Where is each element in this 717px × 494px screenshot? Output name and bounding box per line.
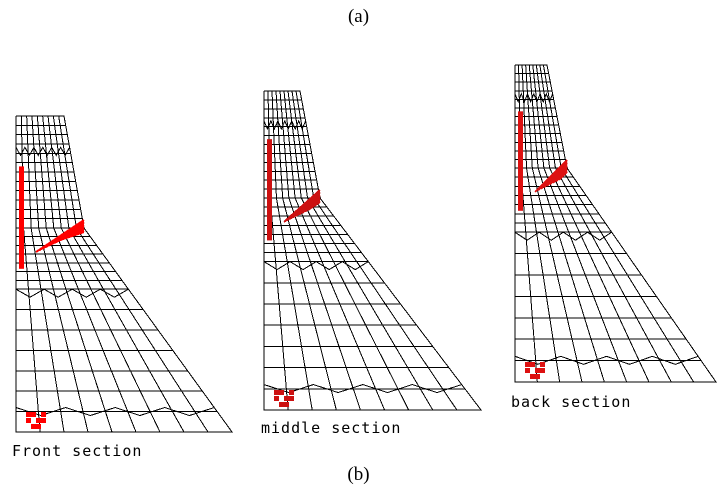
back-crack-line [552,168,568,184]
figure-label-a: (a) [347,6,370,27]
middle-mesh-col [279,90,361,411]
back-crack-cell [535,368,540,373]
front-transition-band [15,406,215,417]
front-section-caption: Front section [12,442,143,460]
middle-crack-cell [284,396,289,401]
back-section-caption: back section [511,393,632,411]
back-section-mesh [514,64,717,383]
front-crack-cell [26,418,31,423]
back-crack-line [543,163,568,189]
back-crack-line [555,169,568,183]
front-crack-line [59,231,85,241]
middle-mesh-col [283,90,386,411]
middle-crack-line [307,201,321,211]
middle-mesh-col [295,90,458,411]
middle-mesh-col [271,90,313,411]
back-crack-band [518,111,523,211]
back-crack-cell [530,374,535,379]
middle-crack-band [267,139,272,241]
back-crack-cell [525,368,530,373]
front-mesh-col [36,115,113,433]
middle-outline [263,90,483,411]
figure-label-b: (b) [347,464,370,485]
back-crack-cell [540,362,545,367]
front-crack-cell [41,412,46,417]
middle-section-mesh [263,90,483,411]
front-crack-cell [36,418,41,423]
front-transition-band [15,146,71,157]
middle-transition-band [263,119,307,131]
back-transition-band [514,231,612,241]
back-crack-line [540,162,568,190]
front-crack-cell [41,418,46,423]
middle-crack-cell [274,390,279,395]
back-mesh-col [521,64,561,383]
front-crack-cell [31,424,36,429]
middle-crack-cell [289,390,294,395]
front-crack-cell [36,424,41,429]
back-transition-band [514,355,699,365]
front-section-mesh [15,115,233,433]
middle-crack-cell [289,396,294,401]
front-outline [15,115,233,433]
middle-crack-cell [279,390,284,395]
back-mesh-col [528,64,605,383]
front-mesh-col [20,115,41,433]
middle-crack-cell [284,402,289,407]
front-mesh-col [31,115,89,433]
middle-crack-cell [279,402,284,407]
back-crack-cell [525,362,530,367]
front-transition-band [15,288,129,298]
back-crack-line [558,171,568,181]
middle-transition-band [263,261,369,271]
back-crack-line [537,160,568,192]
front-mesh-col [26,115,65,433]
back-crack-line [534,159,568,193]
back-crack-cell [540,368,545,373]
middle-crack-cell [274,396,279,401]
middle-section-caption: middle section [261,419,402,437]
back-crack-line [546,165,568,187]
middle-transition-band [263,384,462,394]
middle-mesh-col [275,90,337,411]
middle-mesh-col [291,90,434,411]
back-transition-band [514,92,554,104]
front-mesh-col [47,115,161,433]
back-crack-cell [530,362,535,367]
front-crack-band [19,166,24,269]
front-mesh-col [52,115,185,433]
back-crack-cell [535,374,540,379]
back-crack-line [549,166,568,186]
front-mesh-col [58,115,209,433]
front-crack-cell [31,412,36,417]
front-crack-cell [26,412,31,417]
back-mesh-col [525,64,583,383]
